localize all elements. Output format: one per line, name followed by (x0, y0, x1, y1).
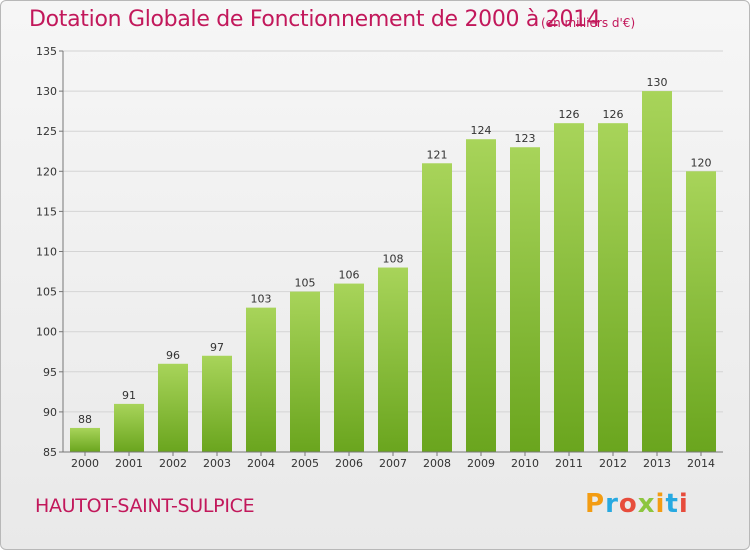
data-label: 106 (339, 269, 360, 282)
x-tick-label: 2003 (203, 457, 231, 470)
logo-letter: i (655, 489, 666, 519)
logo-letter: r (605, 489, 619, 519)
data-label: 124 (471, 124, 492, 137)
commune-name: HAUTOT-SAINT-SULPICE (35, 495, 255, 517)
x-tick-label: 2006 (335, 457, 363, 470)
chart-title: Dotation Globale de Fonctionnement de 20… (29, 7, 601, 32)
data-label: 121 (427, 148, 448, 161)
bar[interactable] (686, 171, 716, 453)
chart-subtitle: (en milliers d'€) (541, 16, 636, 30)
y-tick-label: 120 (36, 165, 57, 178)
bar[interactable] (598, 123, 628, 453)
bar[interactable] (554, 123, 584, 453)
x-tick-label: 2013 (643, 457, 671, 470)
bar[interactable] (290, 291, 320, 452)
logo-letter: x (637, 489, 656, 519)
data-label: 88 (78, 413, 92, 426)
y-tick-label: 100 (36, 326, 57, 339)
labels: 85 90 95 100 105 110 115 120 125 130 135 2000 88 2001… (36, 45, 715, 470)
bars (70, 91, 716, 453)
y-tick-label: 105 (36, 286, 57, 299)
x-tick-label: 2002 (159, 457, 187, 470)
x-tick-label: 2007 (379, 457, 407, 470)
bar[interactable] (466, 139, 496, 452)
y-tick-label: 85 (43, 446, 57, 459)
data-label: 123 (515, 132, 536, 145)
bar[interactable] (378, 267, 408, 452)
bar[interactable] (246, 307, 276, 452)
data-label: 120 (691, 156, 712, 169)
data-label: 103 (251, 293, 272, 306)
data-label: 97 (210, 341, 224, 354)
data-label: 126 (603, 108, 624, 121)
data-label: 130 (647, 76, 668, 89)
bar[interactable] (114, 403, 144, 452)
x-tick-label: 2014 (687, 457, 715, 470)
logo-letter: t (665, 489, 679, 519)
x-tick-label: 2000 (71, 457, 99, 470)
x-tick-label: 2004 (247, 457, 275, 470)
x-tick-label: 2012 (599, 457, 627, 470)
data-label: 105 (295, 277, 316, 290)
bar[interactable] (202, 355, 232, 452)
x-tick-label: 2011 (555, 457, 583, 470)
axes (59, 50, 723, 456)
logo-letter: i (678, 489, 689, 519)
y-tick-label: 125 (36, 125, 57, 138)
y-tick-label: 135 (36, 45, 57, 58)
y-tick-label: 130 (36, 85, 57, 98)
data-label: 108 (383, 253, 404, 266)
y-tick-label: 110 (36, 246, 57, 259)
logo-letter: o (618, 489, 638, 519)
bar[interactable] (334, 283, 364, 452)
x-tick-label: 2009 (467, 457, 495, 470)
bar[interactable] (70, 427, 100, 452)
proxiti-logo[interactable]: Proxiti (585, 489, 689, 519)
x-tick-label: 2001 (115, 457, 143, 470)
y-tick-label: 95 (43, 366, 57, 379)
x-tick-label: 2005 (291, 457, 319, 470)
bar[interactable] (642, 91, 672, 452)
x-tick-label: 2010 (511, 457, 539, 470)
bar[interactable] (422, 163, 452, 452)
bar[interactable] (510, 147, 540, 453)
logo-letter: P (585, 489, 606, 519)
data-label: 91 (122, 389, 136, 402)
y-tick-label: 115 (36, 205, 57, 218)
bar[interactable] (158, 363, 188, 452)
data-label: 96 (166, 349, 180, 362)
x-tick-label: 2008 (423, 457, 451, 470)
data-label: 126 (559, 108, 580, 121)
y-tick-label: 90 (43, 406, 57, 419)
